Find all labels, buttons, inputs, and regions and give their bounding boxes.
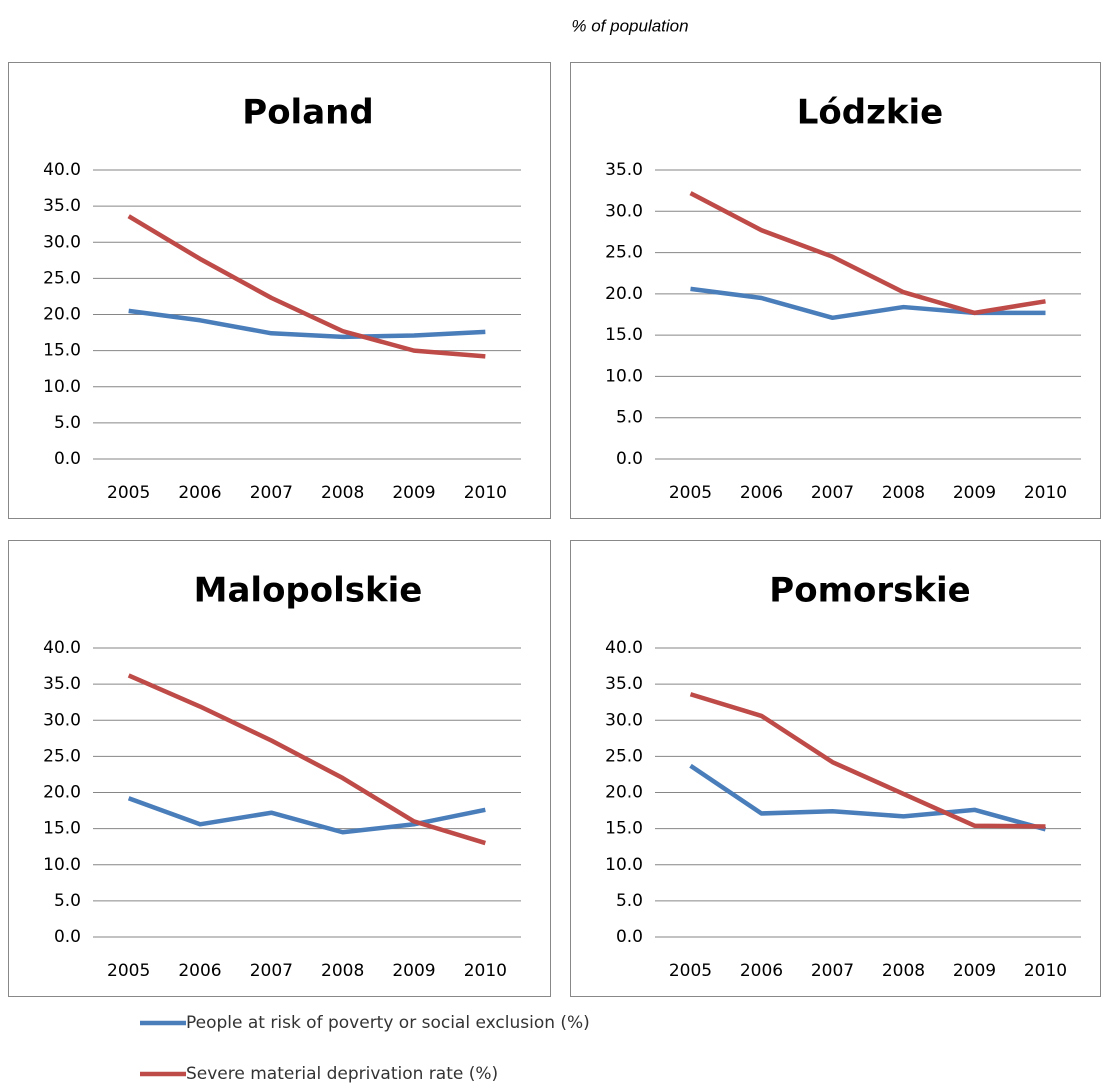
y-tick-label: 20.0 [43,305,81,325]
legend-label: Severe material deprivation rate (%) [186,1064,498,1084]
y-tick-label: 30.0 [43,710,81,730]
y-tick-label: 30.0 [605,201,643,221]
x-tick-label: 2008 [882,483,925,503]
x-tick-label: 2008 [882,961,925,981]
x-tick-label: 2007 [250,961,293,981]
y-tick-label: 25.0 [43,746,81,766]
y-tick-label: 5.0 [616,891,643,911]
x-tick-label: 2009 [392,961,435,981]
y-tick-label: 35.0 [43,196,81,216]
panel-border [8,62,551,519]
y-tick-label: 0.0 [616,927,643,947]
y-tick-label: 40.0 [605,638,643,658]
chart-title: Pomorskie [769,571,970,611]
y-tick-label: 0.0 [54,449,81,469]
panel-border [8,540,551,997]
x-tick-label: 2010 [464,961,507,981]
x-tick-label: 2005 [669,483,712,503]
x-tick-label: 2009 [953,483,996,503]
y-tick-label: 10.0 [605,366,643,386]
y-tick-label: 15.0 [605,819,643,839]
x-tick-label: 2007 [811,961,854,981]
x-tick-label: 2006 [178,483,221,503]
x-tick-label: 2010 [464,483,507,503]
series-line [689,191,1046,316]
y-tick-label: 40.0 [43,160,81,180]
series-line [689,692,1046,829]
y-tick-label: 35.0 [605,674,643,694]
x-tick-label: 2008 [321,483,364,503]
y-tick-label: 20.0 [43,783,81,803]
x-tick-label: 2010 [1024,483,1067,503]
y-tick-label: 40.0 [43,638,81,658]
series-line [689,763,1047,832]
y-tick-label: 20.0 [605,783,643,803]
y-tick-label: 5.0 [616,408,643,428]
y-tick-label: 25.0 [605,243,643,263]
series-line [127,214,486,359]
y-tick-label: 35.0 [605,160,643,180]
x-tick-label: 2005 [669,961,712,981]
x-tick-label: 2006 [178,961,221,981]
y-tick-label: 0.0 [54,927,81,947]
x-tick-label: 2005 [107,483,150,503]
x-tick-label: 2007 [250,483,293,503]
y-tick-label: 35.0 [43,674,81,694]
y-tick-label: 15.0 [43,819,81,839]
chart-title: Malopolskie [194,571,423,611]
series-line [690,286,1046,321]
chart-title: Lódzkie [797,93,943,133]
x-tick-label: 2006 [740,483,783,503]
y-tick-label: 0.0 [616,449,643,469]
y-tick-label: 15.0 [43,341,81,361]
chart-title: Poland [242,93,373,133]
y-tick-label: 25.0 [605,746,643,766]
y-tick-label: 15.0 [605,325,643,345]
x-tick-label: 2007 [811,483,854,503]
x-tick-label: 2005 [107,961,150,981]
header: % of population [571,16,688,35]
y-tick-label: 10.0 [43,377,81,397]
x-tick-label: 2006 [740,961,783,981]
y-tick-label: 5.0 [54,413,81,433]
y-tick-label: 10.0 [43,855,81,875]
y-tick-label: 25.0 [43,268,81,288]
y-tick-label: 20.0 [605,284,643,304]
y-tick-label: 30.0 [605,710,643,730]
legend-label: People at risk of poverty or social excl… [186,1013,590,1033]
series-line [127,673,486,846]
series-line [128,308,486,340]
x-tick-label: 2009 [953,961,996,981]
y-tick-label: 30.0 [43,232,81,252]
y-tick-label: 5.0 [54,891,81,911]
x-tick-label: 2008 [321,961,364,981]
x-tick-label: 2010 [1024,961,1067,981]
series-line [127,796,486,835]
x-tick-label: 2009 [392,483,435,503]
y-tick-label: 10.0 [605,855,643,875]
